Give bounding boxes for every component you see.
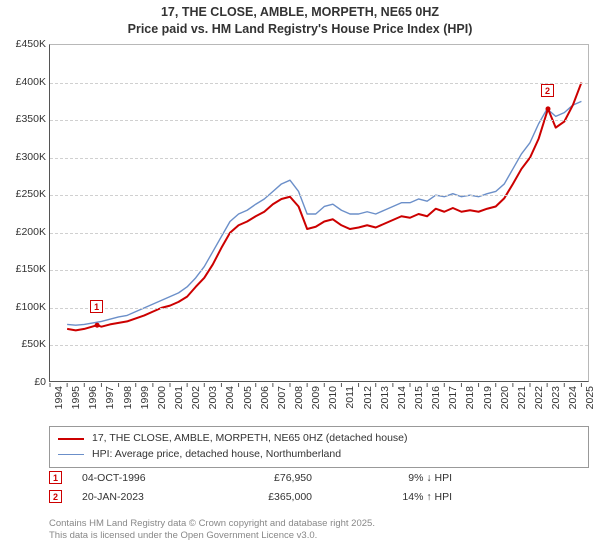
chart-svg	[50, 45, 590, 383]
legend: 17, THE CLOSE, AMBLE, MORPETH, NE65 0HZ …	[49, 426, 589, 468]
x-axis-label: 2005	[242, 386, 254, 409]
transactions-table: 1 04-OCT-1996 £76,950 9% ↓ HPI 2 20-JAN-2023 £…	[49, 468, 589, 506]
y-axis-label: £450K	[16, 38, 46, 50]
title-line2: Price paid vs. HM Land Registry's House …	[0, 21, 600, 38]
gridline	[50, 195, 588, 196]
x-axis-label: 2010	[327, 386, 339, 409]
legend-swatch	[58, 454, 84, 455]
legend-item: 17, THE CLOSE, AMBLE, MORPETH, NE65 0HZ …	[58, 431, 580, 447]
legend-item: HPI: Average price, detached house, Nort…	[58, 447, 580, 463]
legend-label: 17, THE CLOSE, AMBLE, MORPETH, NE65 0HZ …	[92, 431, 408, 447]
y-axis-label: £200K	[16, 226, 46, 238]
x-axis-label: 1999	[139, 386, 151, 409]
legend-swatch	[58, 438, 84, 440]
x-axis-label: 1994	[53, 386, 65, 409]
transaction-marker: 1	[49, 471, 62, 484]
x-axis-label: 2013	[379, 386, 391, 409]
y-axis-label: £350K	[16, 113, 46, 125]
legend-label: HPI: Average price, detached house, Nort…	[92, 447, 341, 463]
x-axis-label: 2002	[190, 386, 202, 409]
x-axis-label: 2004	[224, 386, 236, 409]
plot-area	[49, 44, 589, 382]
transaction-row: 2 20-JAN-2023 £365,000 14% ↑ HPI	[49, 487, 589, 506]
x-axis-label: 1998	[122, 386, 134, 409]
x-axis-label: 1996	[87, 386, 99, 409]
x-axis-label: 2020	[499, 386, 511, 409]
gridline	[50, 120, 588, 121]
y-axis-label: £400K	[16, 76, 46, 88]
footer-line2: This data is licensed under the Open Gov…	[49, 530, 589, 542]
gridline	[50, 158, 588, 159]
x-axis-label: 2022	[533, 386, 545, 409]
x-axis-label: 2025	[584, 386, 596, 409]
y-axis-label: £50K	[21, 338, 46, 350]
x-axis-label: 2001	[173, 386, 185, 409]
footer: Contains HM Land Registry data © Crown c…	[49, 518, 589, 543]
x-axis-label: 2023	[550, 386, 562, 409]
x-axis-label: 2009	[310, 386, 322, 409]
transaction-diff: 9% ↓ HPI	[332, 472, 452, 484]
chart-container: 17, THE CLOSE, AMBLE, MORPETH, NE65 0HZ …	[0, 0, 600, 560]
transaction-marker: 2	[49, 490, 62, 503]
chart-marker: 1	[90, 300, 103, 313]
series-line	[67, 101, 581, 325]
x-axis-label: 1997	[104, 386, 116, 409]
x-axis-label: 2018	[464, 386, 476, 409]
x-axis-label: 2007	[276, 386, 288, 409]
x-axis-label: 2016	[430, 386, 442, 409]
x-axis-label: 2012	[362, 386, 374, 409]
x-axis-label: 2014	[396, 386, 408, 409]
x-axis-label: 2011	[344, 386, 356, 409]
transaction-date: 20-JAN-2023	[82, 491, 192, 503]
y-axis-label: £250K	[16, 188, 46, 200]
x-axis-label: 2000	[156, 386, 168, 409]
y-axis-label: £150K	[16, 263, 46, 275]
transaction-price: £365,000	[212, 491, 312, 503]
title-block: 17, THE CLOSE, AMBLE, MORPETH, NE65 0HZ …	[0, 0, 600, 38]
chart-marker: 2	[541, 84, 554, 97]
gridline	[50, 308, 588, 309]
x-axis-label: 2017	[447, 386, 459, 409]
x-axis-label: 2015	[413, 386, 425, 409]
x-axis-label: 2024	[567, 386, 579, 409]
x-axis-label: 2006	[259, 386, 271, 409]
y-axis-label: £100K	[16, 301, 46, 313]
y-axis-label: £0	[34, 376, 46, 388]
x-axis-label: 2021	[516, 386, 528, 409]
x-axis-label: 2003	[207, 386, 219, 409]
gridline	[50, 233, 588, 234]
transaction-price: £76,950	[212, 472, 312, 484]
gridline	[50, 270, 588, 271]
gridline	[50, 83, 588, 84]
transaction-row: 1 04-OCT-1996 £76,950 9% ↓ HPI	[49, 468, 589, 487]
y-axis-label: £300K	[16, 151, 46, 163]
gridline	[50, 345, 588, 346]
transaction-diff: 14% ↑ HPI	[332, 491, 452, 503]
x-axis-label: 2019	[482, 386, 494, 409]
footer-line1: Contains HM Land Registry data © Crown c…	[49, 518, 589, 530]
transaction-date: 04-OCT-1996	[82, 472, 192, 484]
x-axis-label: 1995	[70, 386, 82, 409]
x-axis-label: 2008	[293, 386, 305, 409]
title-line1: 17, THE CLOSE, AMBLE, MORPETH, NE65 0HZ	[0, 4, 600, 21]
